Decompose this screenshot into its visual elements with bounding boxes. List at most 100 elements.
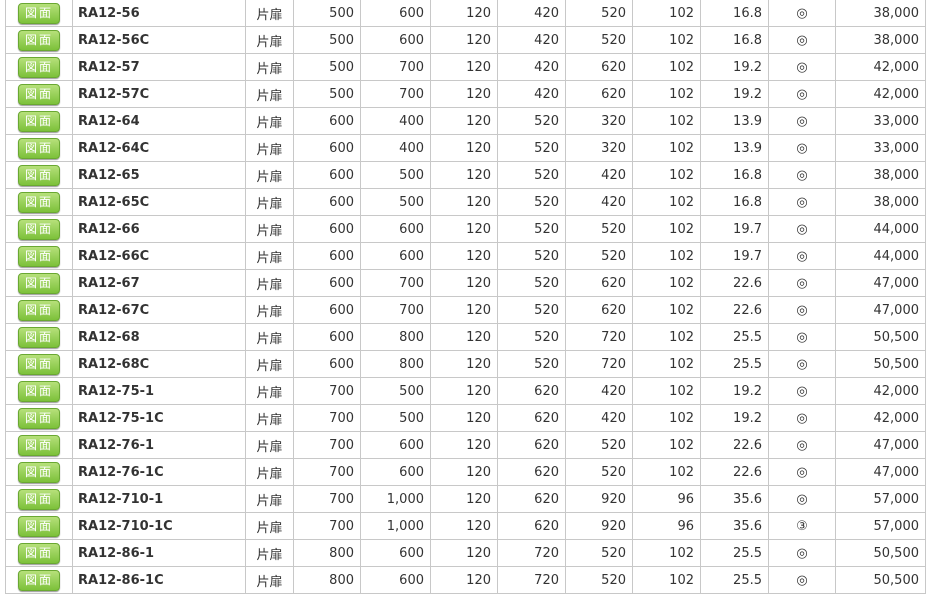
weight-cell: 16.8 <box>700 161 769 189</box>
drawing-cell: 図面 <box>5 404 73 432</box>
drawing-button[interactable]: 図面 <box>18 515 60 537</box>
model-cell: RA12-67 <box>72 269 246 297</box>
drawing-button[interactable]: 図面 <box>18 56 60 78</box>
drawing-cell: 図面 <box>5 323 73 351</box>
dim-2-cell: 700 <box>360 296 431 324</box>
table-row: 図面 RA12-65C 片扉 600 500 120 520 420 102 16.8 ◎ 38,00… <box>5 188 926 216</box>
model-cell: RA12-66 <box>72 215 246 243</box>
dim-5-cell: 520 <box>565 566 633 594</box>
door-type-cell: 片扉 <box>245 0 294 27</box>
table-row: 図面 RA12-67 片扉 600 700 120 520 620 102 22.6 ◎ 47,000 <box>5 269 926 297</box>
dim-3-cell: 120 <box>430 512 498 540</box>
model-cell: RA12-64 <box>72 107 246 135</box>
model-cell: RA12-76-1 <box>72 431 246 459</box>
dim-4-cell: 620 <box>497 485 566 513</box>
dim-6-cell: 102 <box>632 107 701 135</box>
availability-cell: ◎ <box>768 80 836 108</box>
dim-2-cell: 500 <box>360 161 431 189</box>
dim-4-cell: 720 <box>497 539 566 567</box>
dim-2-cell: 600 <box>360 242 431 270</box>
availability-cell: ◎ <box>768 215 836 243</box>
table-row: 図面 RA12-57 片扉 500 700 120 420 620 102 19.2 ◎ 42,000 <box>5 53 926 81</box>
weight-cell: 19.2 <box>700 404 769 432</box>
door-type-cell: 片扉 <box>245 350 294 378</box>
drawing-button[interactable]: 図面 <box>18 380 60 402</box>
drawing-cell: 図面 <box>5 242 73 270</box>
dim-6-cell: 102 <box>632 296 701 324</box>
drawing-button[interactable]: 図面 <box>18 2 60 24</box>
price-cell: 47,000 <box>835 458 926 486</box>
drawing-button[interactable]: 図面 <box>18 83 60 105</box>
weight-cell: 13.9 <box>700 134 769 162</box>
drawing-button[interactable]: 図面 <box>18 542 60 564</box>
drawing-button[interactable]: 図面 <box>18 299 60 321</box>
dim-6-cell: 96 <box>632 485 701 513</box>
drawing-button[interactable]: 図面 <box>18 218 60 240</box>
dim-1-cell: 700 <box>293 377 361 405</box>
dim-1-cell: 800 <box>293 539 361 567</box>
price-cell: 42,000 <box>835 80 926 108</box>
drawing-cell: 図面 <box>5 296 73 324</box>
dim-1-cell: 700 <box>293 404 361 432</box>
drawing-cell: 図面 <box>5 215 73 243</box>
drawing-cell: 図面 <box>5 269 73 297</box>
dim-6-cell: 102 <box>632 431 701 459</box>
drawing-button[interactable]: 図面 <box>18 164 60 186</box>
door-type-cell: 片扉 <box>245 512 294 540</box>
dim-5-cell: 620 <box>565 269 633 297</box>
dim-6-cell: 102 <box>632 242 701 270</box>
drawing-button[interactable]: 図面 <box>18 29 60 51</box>
door-type-cell: 片扉 <box>245 539 294 567</box>
price-cell: 38,000 <box>835 26 926 54</box>
weight-cell: 16.8 <box>700 0 769 27</box>
drawing-button[interactable]: 図面 <box>18 245 60 267</box>
dim-1-cell: 700 <box>293 458 361 486</box>
dim-1-cell: 700 <box>293 512 361 540</box>
model-cell: RA12-56C <box>72 26 246 54</box>
weight-cell: 19.2 <box>700 377 769 405</box>
price-cell: 50,500 <box>835 350 926 378</box>
dim-1-cell: 600 <box>293 350 361 378</box>
drawing-button[interactable]: 図面 <box>18 110 60 132</box>
dim-2-cell: 700 <box>360 269 431 297</box>
dim-4-cell: 420 <box>497 80 566 108</box>
availability-cell: ◎ <box>768 161 836 189</box>
dim-4-cell: 720 <box>497 566 566 594</box>
drawing-button[interactable]: 図面 <box>18 326 60 348</box>
table-row: 図面 RA12-67C 片扉 600 700 120 520 620 102 22.6 ◎ 47,00… <box>5 296 926 324</box>
dim-3-cell: 120 <box>430 350 498 378</box>
model-cell: RA12-64C <box>72 134 246 162</box>
price-cell: 50,500 <box>835 539 926 567</box>
drawing-button[interactable]: 図面 <box>18 569 60 591</box>
dim-6-cell: 102 <box>632 134 701 162</box>
drawing-button[interactable]: 図面 <box>18 353 60 375</box>
dim-3-cell: 120 <box>430 215 498 243</box>
drawing-cell: 図面 <box>5 134 73 162</box>
dim-3-cell: 120 <box>430 53 498 81</box>
dim-5-cell: 420 <box>565 377 633 405</box>
dim-5-cell: 520 <box>565 431 633 459</box>
price-cell: 57,000 <box>835 512 926 540</box>
drawing-button[interactable]: 図面 <box>18 137 60 159</box>
drawing-button[interactable]: 図面 <box>18 461 60 483</box>
drawing-button[interactable]: 図面 <box>18 407 60 429</box>
weight-cell: 22.6 <box>700 431 769 459</box>
dim-1-cell: 600 <box>293 323 361 351</box>
drawing-cell: 図面 <box>5 188 73 216</box>
dim-2-cell: 500 <box>360 188 431 216</box>
model-cell: RA12-75-1C <box>72 404 246 432</box>
dim-1-cell: 500 <box>293 26 361 54</box>
price-cell: 44,000 <box>835 242 926 270</box>
drawing-button[interactable]: 図面 <box>18 191 60 213</box>
availability-cell: ◎ <box>768 458 836 486</box>
drawing-cell: 図面 <box>5 53 73 81</box>
availability-cell: ◎ <box>768 269 836 297</box>
product-table: 図面 RA12-56 片扉 500 600 120 420 520 102 16.8 ◎ 38,000… <box>5 0 926 594</box>
door-type-cell: 片扉 <box>245 107 294 135</box>
dim-1-cell: 600 <box>293 188 361 216</box>
dim-5-cell: 420 <box>565 404 633 432</box>
model-cell: RA12-66C <box>72 242 246 270</box>
drawing-button[interactable]: 図面 <box>18 434 60 456</box>
drawing-button[interactable]: 図面 <box>18 272 60 294</box>
drawing-button[interactable]: 図面 <box>18 488 60 510</box>
